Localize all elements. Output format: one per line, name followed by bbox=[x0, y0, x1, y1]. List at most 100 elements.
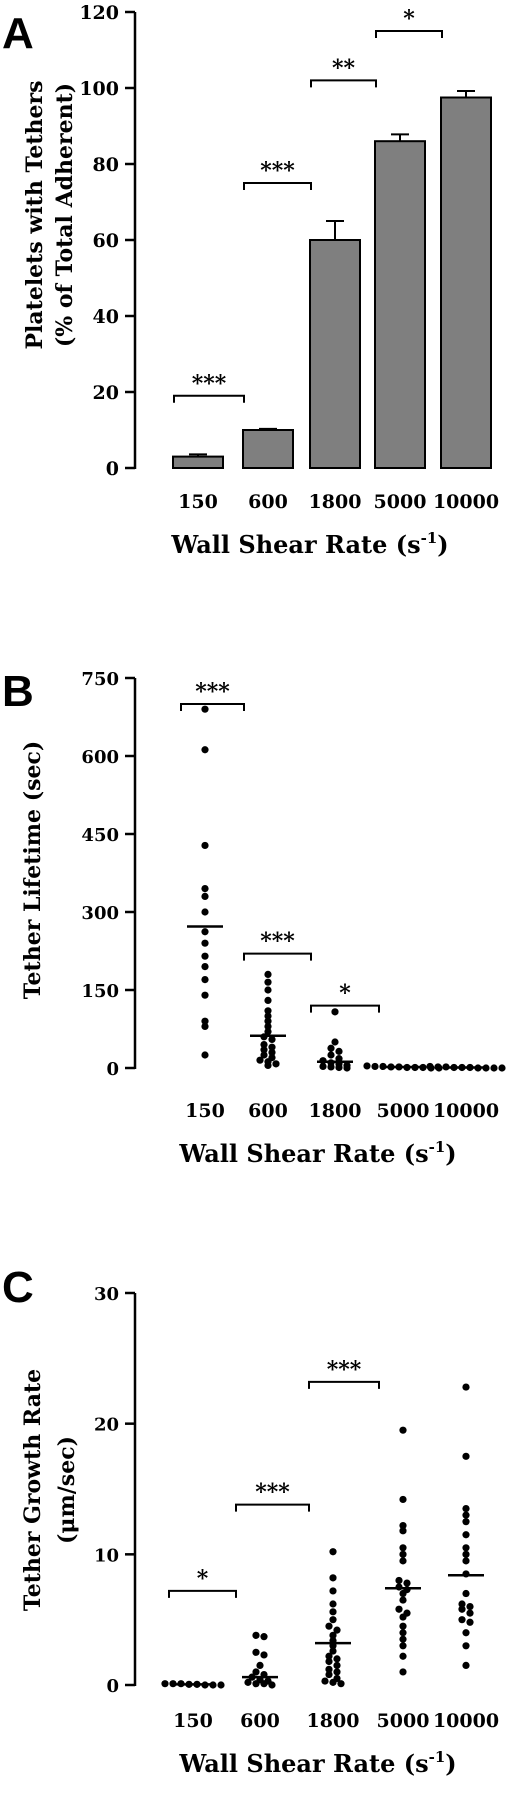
x-tick-label: 10000 bbox=[433, 491, 499, 513]
x-tick-label: 150 bbox=[185, 1100, 225, 1122]
data-point bbox=[462, 1661, 470, 1669]
data-point bbox=[201, 939, 209, 947]
significance-bracket bbox=[180, 703, 245, 711]
data-point bbox=[256, 1056, 264, 1064]
data-point bbox=[333, 1668, 341, 1676]
y-tick-label: 60 bbox=[93, 230, 119, 252]
significance-label: *** bbox=[192, 371, 227, 397]
data-point bbox=[343, 1064, 351, 1072]
data-point bbox=[399, 1629, 407, 1637]
panel-c: C 0 10 20 30 Tether Growth Rate (μm/sec) 150 600… bbox=[2, 1263, 499, 1778]
data-point bbox=[466, 1609, 474, 1617]
data-point bbox=[399, 1426, 407, 1434]
data-point bbox=[399, 1622, 407, 1630]
data-point bbox=[399, 1668, 407, 1676]
data-point bbox=[244, 1678, 252, 1686]
x-tick-label: 1800 bbox=[307, 1710, 360, 1732]
x-tick-label: 1800 bbox=[309, 491, 362, 513]
data-point bbox=[462, 1629, 470, 1637]
y-tick-label: 600 bbox=[81, 747, 119, 768]
data-point bbox=[201, 963, 209, 971]
data-point bbox=[399, 1521, 407, 1530]
x-tick-label: 5000 bbox=[377, 1710, 430, 1732]
data-point bbox=[201, 976, 209, 984]
significance-bracket bbox=[375, 30, 443, 38]
data-point bbox=[252, 1648, 260, 1656]
y-tick-label: 150 bbox=[81, 981, 119, 1002]
y-tick-label: 30 bbox=[94, 1284, 119, 1305]
y-tick-label: 450 bbox=[81, 825, 119, 846]
significance-label: *** bbox=[327, 1357, 362, 1383]
y-tick-label: 300 bbox=[81, 903, 119, 924]
significance-bracket bbox=[173, 394, 245, 403]
data-point bbox=[321, 1677, 329, 1685]
y-tick-label: 100 bbox=[79, 78, 119, 100]
data-point bbox=[329, 1587, 337, 1595]
data-point bbox=[490, 1064, 498, 1072]
data-point bbox=[268, 1048, 276, 1056]
data-point bbox=[260, 1046, 268, 1054]
data-point bbox=[327, 1063, 335, 1071]
x-axis-label: Wall Shear Rate (s-1) bbox=[178, 1138, 456, 1168]
data-point bbox=[399, 1652, 407, 1660]
data-point bbox=[327, 1051, 335, 1059]
data-point bbox=[325, 1652, 333, 1660]
data-point bbox=[335, 1055, 343, 1063]
data-point bbox=[264, 1012, 272, 1020]
y-axis-label: Tether Lifetime (sec) bbox=[20, 741, 46, 1000]
panel-b: B 0 150 300 450 600 750 Tether Lifetime (sec) 15… bbox=[2, 667, 506, 1168]
data-point bbox=[327, 1044, 335, 1052]
data-point bbox=[399, 1613, 407, 1621]
data-point bbox=[399, 1495, 407, 1504]
x-tick-label: 10000 bbox=[433, 1100, 499, 1122]
data-point bbox=[399, 1527, 407, 1535]
data-point bbox=[264, 986, 272, 994]
y-tick-label: 20 bbox=[93, 382, 119, 404]
data-point bbox=[333, 1626, 341, 1634]
data-point bbox=[462, 1642, 470, 1650]
y-tick-label: 20 bbox=[94, 1415, 119, 1436]
y-axis-label: (% of Total Adherent) bbox=[52, 83, 78, 347]
data-point bbox=[325, 1670, 333, 1679]
panel-a: A 0 20 40 60 80 100 120 Platelets with Tethers (%… bbox=[2, 2, 499, 559]
significance-label: * bbox=[197, 1566, 209, 1592]
data-point bbox=[268, 1043, 276, 1051]
data-point bbox=[329, 1574, 337, 1582]
y-tick-label: 10 bbox=[94, 1545, 119, 1566]
bar bbox=[309, 239, 361, 469]
data-point bbox=[201, 892, 209, 901]
significance-label: *** bbox=[195, 679, 230, 705]
y-tick-label: 120 bbox=[79, 2, 119, 24]
data-point bbox=[256, 1661, 264, 1669]
data-point bbox=[335, 1063, 343, 1072]
data-point bbox=[329, 1600, 337, 1608]
data-point bbox=[325, 1657, 333, 1666]
significance-bracket bbox=[310, 79, 377, 88]
data-point bbox=[399, 1544, 407, 1552]
data-point bbox=[201, 746, 209, 754]
data-point bbox=[264, 996, 272, 1005]
x-tick-label: 600 bbox=[248, 1100, 288, 1122]
data-point bbox=[264, 978, 272, 986]
significance-bracket bbox=[168, 1589, 237, 1598]
data-point bbox=[260, 1651, 268, 1659]
data-point bbox=[371, 1062, 379, 1071]
y-tick-label: 40 bbox=[93, 306, 119, 328]
data-point bbox=[462, 1383, 470, 1391]
data-point bbox=[329, 1647, 337, 1655]
data-point bbox=[458, 1600, 466, 1608]
significance-bracket bbox=[243, 182, 312, 190]
panel-letter: A bbox=[2, 9, 34, 58]
data-point bbox=[201, 991, 209, 999]
data-point bbox=[403, 1579, 411, 1587]
data-point bbox=[161, 1680, 169, 1688]
y-axis-label: Tether Growth Rate bbox=[20, 1369, 46, 1611]
data-point bbox=[466, 1618, 474, 1626]
x-tick-label: 10000 bbox=[433, 1710, 499, 1732]
data-point bbox=[363, 1062, 371, 1070]
data-point bbox=[325, 1622, 333, 1630]
significance-label: ** bbox=[332, 55, 356, 81]
x-tick-label: 150 bbox=[173, 1710, 213, 1732]
data-point bbox=[252, 1668, 260, 1676]
